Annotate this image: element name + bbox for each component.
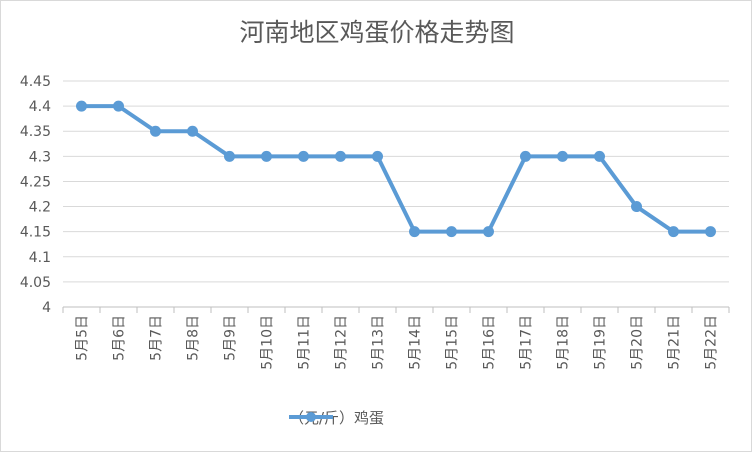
y-tick-label: 4.35 [20, 124, 51, 140]
data-point [224, 150, 235, 162]
data-point [705, 226, 716, 238]
y-tick-label: 4.15 [20, 225, 51, 241]
x-tick-label: 5月15日 [444, 315, 460, 370]
data-point [668, 226, 679, 238]
y-tick-label: 4.1 [29, 250, 51, 266]
x-tick-label: 5月6日 [111, 315, 127, 361]
x-tick-label: 5月17日 [518, 315, 534, 370]
x-tick-label: 5月10日 [259, 315, 275, 370]
y-tick-label: 4 [42, 300, 51, 316]
x-tick-label: 5月22日 [703, 315, 719, 370]
data-point [113, 100, 124, 112]
data-point [409, 226, 420, 238]
x-tick-label: 5月16日 [481, 315, 497, 370]
data-point [483, 226, 494, 238]
x-tick-label: 5月8日 [185, 315, 201, 361]
legend-swatch [289, 412, 333, 422]
data-point [76, 100, 87, 112]
y-tick-label: 4.25 [20, 174, 51, 190]
legend: （元/斤）鸡蛋 [289, 406, 384, 428]
y-tick-label: 4.4 [29, 99, 51, 115]
y-tick-label: 4.2 [29, 200, 51, 216]
data-point [187, 125, 198, 137]
x-tick-label: 5月11日 [296, 315, 312, 370]
x-tick-label: 5月7日 [148, 315, 164, 361]
x-tick-label: 5月20日 [629, 315, 645, 370]
data-point [372, 150, 383, 162]
y-tick-label: 4.45 [20, 74, 51, 90]
data-point [446, 226, 457, 238]
x-tick-label: 5月19日 [592, 315, 608, 370]
chart-title: 河南地区鸡蛋价格走势图 [239, 18, 515, 47]
x-tick-label: 5月21日 [666, 315, 682, 370]
x-tick-label: 5月13日 [370, 315, 386, 370]
x-tick-label: 5月9日 [222, 315, 238, 361]
data-point [261, 150, 272, 162]
data-point [298, 150, 309, 162]
data-point [594, 150, 605, 162]
data-point [631, 201, 642, 213]
x-tick-label: 5月18日 [555, 315, 571, 370]
x-tick-label: 5月12日 [333, 315, 349, 370]
x-tick-label: 5月14日 [407, 315, 423, 370]
data-point [150, 125, 161, 137]
data-point [520, 150, 531, 162]
y-tick-label: 4.3 [29, 149, 51, 165]
series-line [79, 104, 713, 234]
data-point [335, 150, 346, 162]
y-tick-label: 4.05 [20, 275, 51, 291]
x-tick-label: 5月5日 [74, 315, 90, 361]
data-point [557, 150, 568, 162]
